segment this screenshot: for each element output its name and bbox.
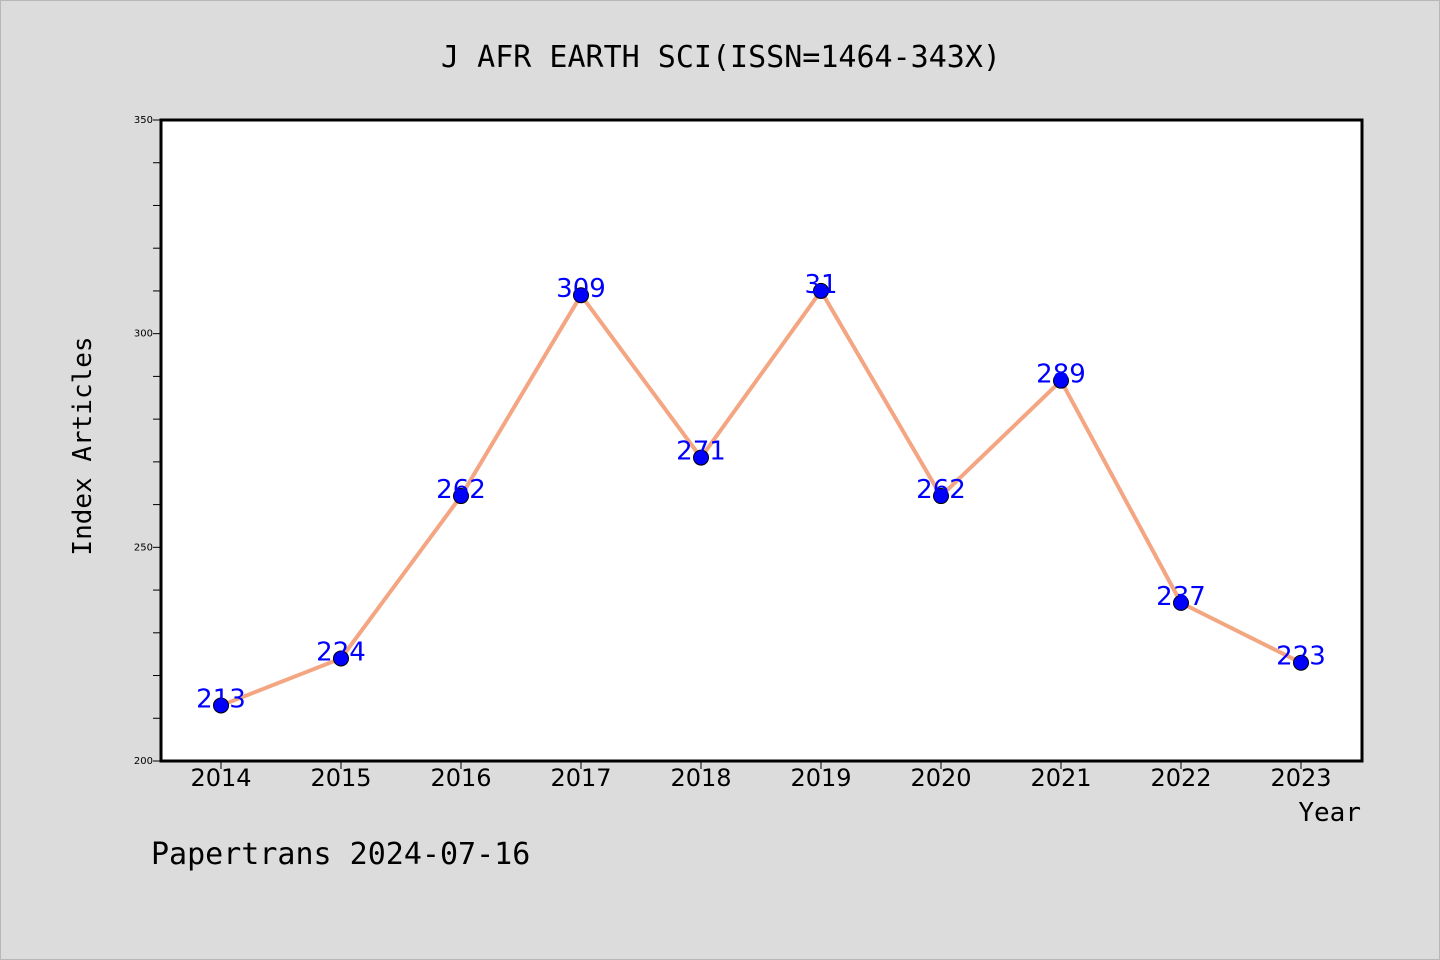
x-tick-label: 2022 — [1150, 764, 1211, 792]
x-tick-label: 2016 — [430, 764, 491, 792]
data-point — [573, 287, 589, 304]
data-label: 262 — [436, 475, 486, 505]
data-point — [213, 697, 229, 714]
x-axis-label: Year — [1298, 798, 1361, 828]
y-tick-label: 200 — [134, 756, 153, 767]
y-tick-label: 250 — [134, 542, 153, 553]
x-axis: 2014 2015 2016 2017 2018 2019 2020 2021 2022 2023 — [190, 762, 1332, 792]
data-label: 289 — [1036, 360, 1086, 390]
data-label: 224 — [316, 637, 366, 667]
x-tick-label: 2014 — [190, 764, 251, 792]
plot-area — [159, 118, 1364, 763]
data-point — [453, 488, 469, 505]
y-axis-label: Index Articles — [68, 336, 98, 555]
data-label: 223 — [1276, 642, 1326, 672]
x-tick-label: 2019 — [790, 764, 851, 792]
x-tick-label: 2020 — [910, 764, 971, 792]
x-tick-label: 2017 — [550, 764, 611, 792]
y-tick-label: 350 — [134, 115, 153, 126]
series-line — [220, 288, 1302, 708]
data-label: 31 — [804, 270, 837, 300]
y-axis: 200 250 300 350 — [134, 115, 160, 767]
data-point — [693, 449, 709, 466]
data-point — [1173, 594, 1189, 611]
series-group: 213 224 262 309 271 31 262 289 237 223 — [196, 270, 1326, 715]
data-point — [333, 650, 349, 667]
x-tick-label: 2018 — [670, 764, 731, 792]
data-point — [1293, 654, 1309, 671]
data-label: 262 — [916, 475, 966, 505]
data-label: 213 — [196, 684, 246, 714]
x-tick-label: 2021 — [1030, 764, 1091, 792]
footer-credit: Papertrans 2024-07-16 — [151, 837, 530, 872]
x-tick-label: 2023 — [1270, 764, 1331, 792]
data-point — [933, 488, 949, 505]
data-point — [813, 282, 829, 299]
data-label: 237 — [1156, 582, 1206, 612]
x-tick-label: 2015 — [310, 764, 371, 792]
data-label: 309 — [556, 274, 606, 304]
chart-title: J AFR EARTH SCI(ISSN=1464-343X) — [441, 40, 1001, 75]
data-label: 271 — [676, 437, 726, 467]
data-point — [1053, 372, 1069, 389]
y-tick-label: 300 — [134, 329, 153, 340]
